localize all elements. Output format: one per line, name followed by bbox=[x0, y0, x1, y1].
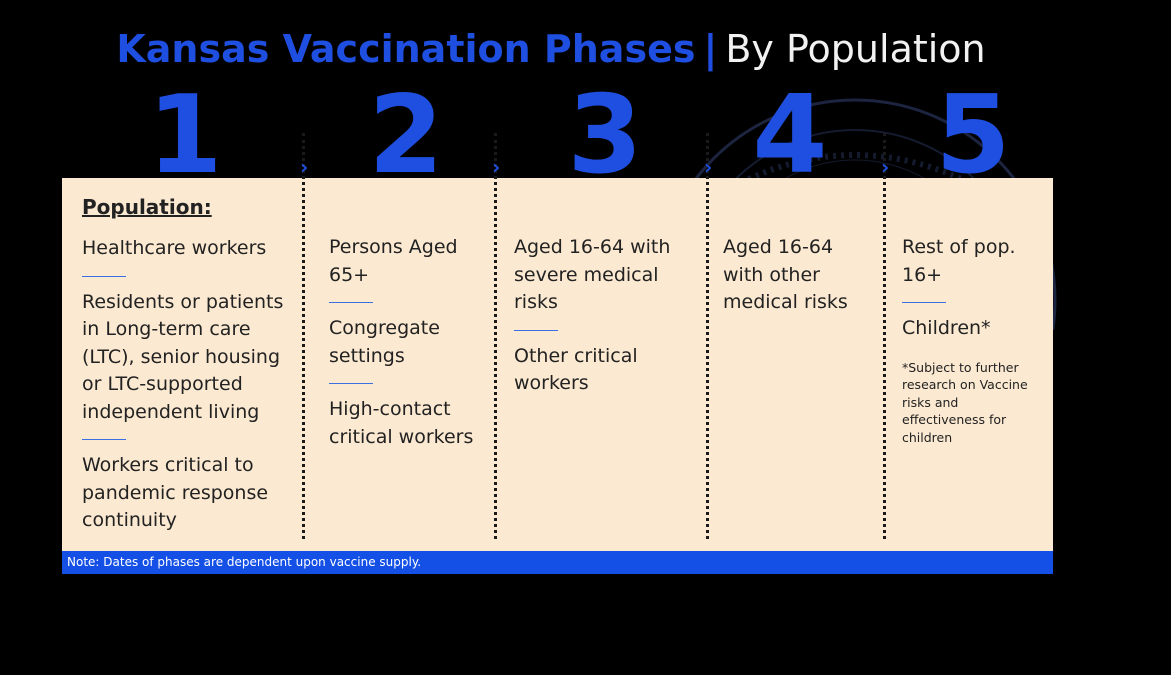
chevron-right-icon: › bbox=[704, 155, 713, 179]
phase-2-number: 2 bbox=[368, 86, 444, 186]
title-separator: | bbox=[703, 27, 718, 71]
phase-5-item: Children* bbox=[902, 317, 991, 339]
phases-panel bbox=[62, 178, 1053, 551]
title-sub: By Population bbox=[725, 27, 986, 71]
phase-1-item: Healthcare workers bbox=[82, 237, 267, 259]
phase-divider-3 bbox=[706, 133, 709, 539]
supply-note: Note: Dates of phases are dependent upon… bbox=[62, 551, 1053, 574]
item-separator bbox=[329, 383, 373, 384]
chevron-right-icon: › bbox=[492, 155, 501, 179]
phase-2-column: Persons Aged 65+ Congregate settings Hig… bbox=[329, 234, 489, 451]
phase-divider-2 bbox=[494, 133, 497, 539]
phase-2-item: Congregate settings bbox=[329, 317, 440, 367]
phase-3-item: Other critical workers bbox=[514, 344, 638, 395]
population-heading: Population: bbox=[82, 195, 212, 219]
item-separator bbox=[514, 329, 558, 331]
phase-5-number: 5 bbox=[935, 86, 1011, 186]
item-separator bbox=[82, 439, 126, 440]
page-title: Kansas Vaccination Phases | By Population bbox=[0, 26, 1102, 72]
item-separator bbox=[902, 302, 946, 303]
phase-3-item: Aged 16-64 with severe medical risks bbox=[514, 236, 671, 313]
title-main: Kansas Vaccination Phases bbox=[116, 27, 696, 71]
phase-divider-1 bbox=[302, 133, 305, 539]
phase-4-number: 4 bbox=[752, 86, 828, 186]
chevron-right-icon: › bbox=[300, 155, 309, 179]
phase-2-item: Persons Aged 65+ bbox=[329, 236, 458, 286]
phase-4-column: Aged 16-64 with other medical risks bbox=[723, 234, 873, 317]
phase-3-column: Aged 16-64 with severe medical risks Oth… bbox=[514, 234, 700, 398]
phase-1-item: Workers critical to pandemic response co… bbox=[82, 454, 269, 531]
phase-1-number: 1 bbox=[147, 86, 223, 186]
phase-4-item: Aged 16-64 with other medical risks bbox=[723, 236, 848, 313]
phase-5-item: Rest of pop. 16+ bbox=[902, 236, 1016, 286]
phase-3-number: 3 bbox=[567, 86, 643, 186]
item-separator bbox=[329, 302, 373, 303]
chevron-right-icon: › bbox=[881, 155, 890, 179]
phase-1-item: Residents or patients in Long-term care … bbox=[82, 290, 284, 423]
phase-divider-4 bbox=[883, 133, 886, 539]
children-footnote: *Subject to further research on Vaccine … bbox=[902, 359, 1028, 445]
phase-2-item: High-contact critical workers bbox=[329, 398, 474, 448]
phase-5-column: Rest of pop. 16+ Children* *Subject to f… bbox=[902, 234, 1044, 446]
item-separator bbox=[82, 275, 126, 277]
phase-1-column: Population: Healthcare workers Residents… bbox=[82, 193, 294, 535]
